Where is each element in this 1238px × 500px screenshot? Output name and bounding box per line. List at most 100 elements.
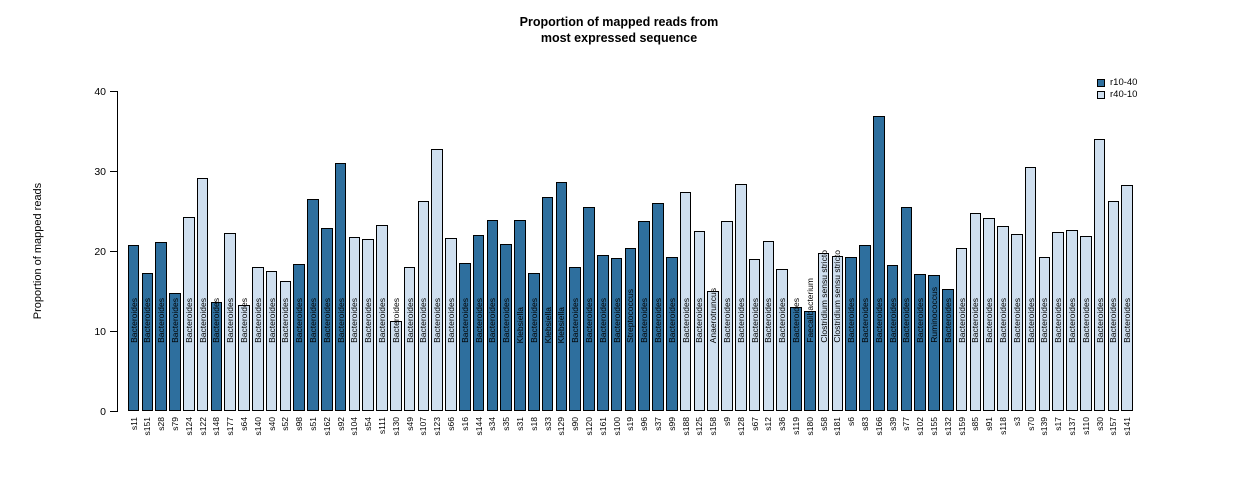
x-tick-label: s79 <box>169 417 180 431</box>
x-tick-label: s19 <box>625 417 636 431</box>
bar <box>362 239 374 411</box>
bar <box>831 255 844 411</box>
bar-genus-label: Bacteroides <box>859 298 870 343</box>
x-tick-label: s49 <box>404 417 415 431</box>
x-tick-label: s118 <box>997 417 1008 435</box>
x-tick-label: s100 <box>611 417 622 436</box>
bar <box>817 253 830 411</box>
bar <box>321 227 333 411</box>
bar-genus-label: Klebsiella <box>542 306 553 343</box>
y-tick-label: 40 <box>94 86 106 98</box>
bar <box>334 163 347 411</box>
bar-genus-label: Bacteroides <box>487 298 498 343</box>
bar-genus-label: Ruminococcus <box>928 287 939 343</box>
x-tick-label: s30 <box>1094 417 1105 431</box>
bar-genus-label: Bacteroides <box>735 298 746 343</box>
bar-genus-label: Bacteroides <box>431 298 442 343</box>
bar-genus-label: Clostridium sensu stricto <box>832 250 843 343</box>
x-tick-label: s96 <box>638 417 649 431</box>
bar-genus-label: Bacteroides <box>597 298 608 343</box>
bar <box>459 263 471 411</box>
bar <box>886 265 899 411</box>
x-tick-label: s166 <box>873 417 884 436</box>
bar-genus-label: Bacteroides <box>376 298 387 343</box>
x-tick-label: s102 <box>914 417 925 436</box>
bar <box>1024 167 1037 411</box>
legend-label-r40-10: r40-10 <box>1110 89 1138 101</box>
bar-genus-label: Bacteroides <box>721 298 732 343</box>
x-tick-label: s33 <box>542 417 553 431</box>
bar-genus-label: Bacteroides <box>901 298 912 343</box>
x-tick-label: s12 <box>763 417 774 431</box>
bar <box>969 212 982 411</box>
bar-genus-label: Bacteroides <box>1080 298 1091 343</box>
x-tick-label: s16 <box>459 417 470 431</box>
bar <box>776 268 788 411</box>
bar <box>376 225 388 411</box>
bar-genus-label: Bacteroides <box>763 298 774 343</box>
x-tick-label: s3 <box>1011 417 1022 426</box>
bar <box>1107 200 1120 411</box>
bar-genus-label: Anaerotruncus <box>707 287 718 343</box>
bar <box>252 267 264 411</box>
bar <box>390 321 402 411</box>
bar <box>762 241 775 411</box>
x-tick-label: s123 <box>431 417 442 436</box>
bar-genus-label: Bacteroides <box>1094 298 1105 343</box>
bar-genus-label: Bacteroides <box>914 298 925 343</box>
x-tick-label: s98 <box>293 417 304 431</box>
x-tick-label: s39 <box>887 417 898 431</box>
x-tick-label: s70 <box>1025 417 1036 431</box>
bar-genus-label: Bacteroides <box>956 298 967 343</box>
bar <box>224 233 236 411</box>
bar-genus-label: Bacteroides <box>307 298 318 343</box>
bar <box>169 292 181 411</box>
bar-genus-label: Bacteroides <box>293 298 304 343</box>
bar <box>624 247 637 411</box>
x-tick-label: s162 <box>321 417 332 436</box>
x-tick-label: s188 <box>680 417 691 436</box>
y-axis-label: Proportion of mapped reads <box>32 182 44 320</box>
bar <box>845 256 857 411</box>
x-tick-label: s99 <box>666 417 677 431</box>
x-tick-label: s119 <box>790 417 801 435</box>
bar <box>955 247 968 411</box>
bar-genus-label: Bacteroides <box>983 298 994 343</box>
y-tick <box>110 331 117 332</box>
x-tick-label: s83 <box>859 417 870 431</box>
bar-genus-label: Bacteroides <box>970 298 981 343</box>
bar-genus-label: Bacteroides <box>252 298 263 343</box>
bar <box>541 197 554 411</box>
bar-genus-label: Klebsiella <box>556 306 567 343</box>
bar-genus-label: Bacteroides <box>169 298 180 343</box>
bar-genus-label: Bacteroides <box>1066 298 1077 343</box>
bar-genus-label: Bacteroides <box>197 298 208 343</box>
bar-genus-label: Bacteroides <box>128 298 139 343</box>
bar <box>983 218 995 411</box>
bar <box>735 183 747 411</box>
x-tick-label: s85 <box>970 417 981 431</box>
chart-title: Proportion of mapped reads from most exp… <box>0 14 1238 47</box>
x-tick-label: s107 <box>418 417 429 436</box>
x-tick-label: s140 <box>252 417 263 436</box>
bar <box>486 219 499 411</box>
bar <box>569 267 581 411</box>
bar-genus-label: Bacteroides <box>887 298 898 343</box>
x-tick-label: s132 <box>942 417 953 436</box>
bar <box>707 291 719 411</box>
bar-genus-label: Klebsiella <box>514 306 525 343</box>
bar-genus-label: Bacteroides <box>445 298 456 343</box>
bar-genus-label: Bacteroides <box>335 298 346 343</box>
chart-title-line1: Proportion of mapped reads from <box>519 15 719 29</box>
bar <box>679 191 692 411</box>
y-axis-line <box>117 91 118 412</box>
x-tick-label: s54 <box>362 417 373 431</box>
bar <box>445 238 457 411</box>
bar-genus-label: Bacteroides <box>224 298 235 343</box>
bar <box>307 199 319 411</box>
y-tick <box>110 91 117 92</box>
x-tick-label: s34 <box>487 417 498 431</box>
bar-genus-label: Bacteroides <box>942 298 953 343</box>
x-tick-label: s51 <box>307 417 318 431</box>
x-tick-label: s151 <box>142 417 153 436</box>
